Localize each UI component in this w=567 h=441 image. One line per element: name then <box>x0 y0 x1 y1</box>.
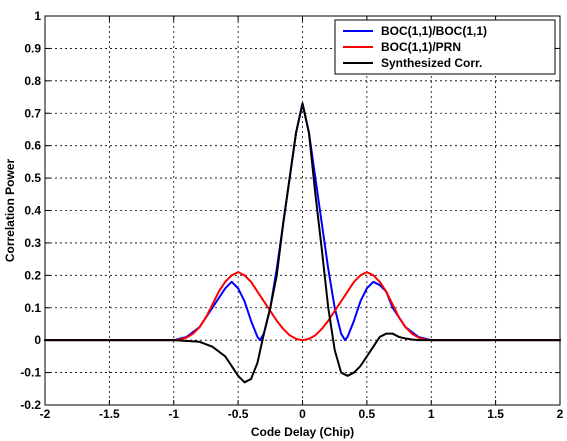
y-tick-label: 0.5 <box>24 171 41 185</box>
y-tick-label: 0.7 <box>24 106 41 120</box>
legend-label: Synthesized Corr. <box>381 56 482 70</box>
legend: BOC(1,1)/BOC(1,1) BOC(1,1)/PRN Synthesized… <box>334 19 556 75</box>
y-tick-label: 0.8 <box>24 74 41 88</box>
y-tick-label: 0.3 <box>24 236 41 250</box>
legend-label: BOC(1,1)/BOC(1,1) <box>381 24 487 38</box>
y-tick-label: 0.4 <box>24 204 41 218</box>
x-tick-label: 2 <box>557 407 564 421</box>
y-tick-label: 0 <box>34 333 41 347</box>
y-axis-label: Correlation Power <box>3 158 17 262</box>
axis-ticks <box>44 15 561 406</box>
y-tick-label: 0.9 <box>24 41 41 55</box>
y-tick-label: -0.1 <box>20 366 41 380</box>
series-line <box>44 102 561 384</box>
x-tick-label: 0 <box>299 407 306 421</box>
x-tick-label: -2 <box>40 407 51 421</box>
x-tick-label: 0.5 <box>359 407 376 421</box>
y-tick-label: 0.1 <box>24 301 41 315</box>
x-tick-label: -1.5 <box>99 407 120 421</box>
x-tick-label: 1.5 <box>487 407 504 421</box>
series-lines <box>44 102 561 384</box>
y-tick-label: 0.6 <box>24 139 41 153</box>
x-tick-label: -1 <box>168 407 179 421</box>
x-tick-label: 1 <box>428 407 435 421</box>
x-tick-label: -0.5 <box>228 407 249 421</box>
x-tick-labels: -2 -1.5 -1 -0.5 0 0.5 1 1.5 2 <box>40 407 564 421</box>
x-axis-label: Code Delay (Chip) <box>251 425 354 439</box>
y-tick-labels: -0.2 -0.1 0 0.1 0.2 0.3 0.4 0.5 0.6 0.7 0.8 0.9 1 <box>20 9 41 412</box>
legend-label: BOC(1,1)/PRN <box>381 40 461 54</box>
y-tick-label: -0.2 <box>20 398 41 412</box>
y-tick-label: 0.2 <box>24 268 41 282</box>
y-tick-label: 1 <box>34 9 41 23</box>
series-line <box>44 271 561 342</box>
